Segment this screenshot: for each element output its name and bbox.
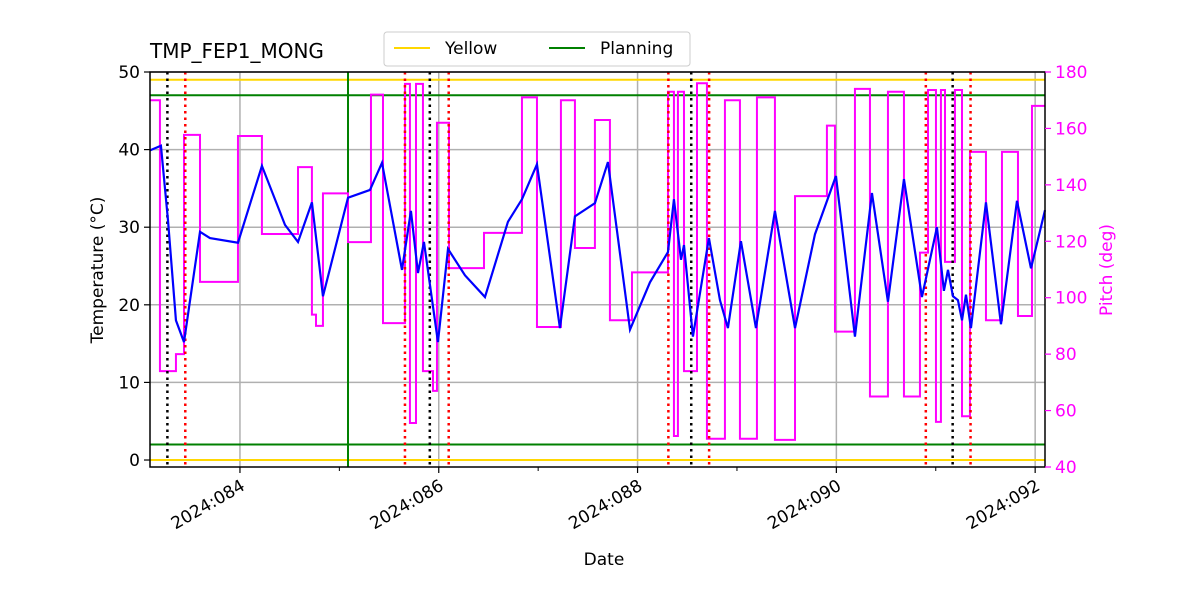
chart-title: TMP_FEP1_MONG <box>149 39 324 63</box>
x-tick-label: 2024:088 <box>566 476 647 534</box>
y2-tick-label: 100 <box>1055 289 1087 309</box>
legend-label-yellow: Yellow <box>444 39 497 59</box>
y2-tick-label: 120 <box>1055 232 1087 252</box>
y2-tick-label: 160 <box>1055 119 1087 139</box>
pitch-series-line <box>150 83 1045 440</box>
y2-tick-label: 180 <box>1055 63 1087 83</box>
y-tick-label: 30 <box>118 218 140 238</box>
x-tick-label: 2024:084 <box>168 476 249 534</box>
y-tick-label: 40 <box>118 141 140 161</box>
y2-axis-label: Pitch (deg) <box>1097 224 1117 316</box>
y2-tick-label: 60 <box>1055 402 1077 422</box>
y2-tick-label: 140 <box>1055 176 1087 196</box>
y2-tick-label: 80 <box>1055 345 1077 365</box>
y2-tick-label: 40 <box>1055 458 1077 478</box>
x-tick-label: 2024:090 <box>764 476 845 534</box>
x-axis-label: Date <box>584 550 625 570</box>
plot-frame <box>150 72 1045 467</box>
legend-label-planning: Planning <box>600 39 673 59</box>
x-tick-label: 2024:092 <box>963 476 1044 534</box>
temperature-series-line <box>150 146 1045 342</box>
y-tick-label: 20 <box>118 296 140 316</box>
legend: Yellow Planning <box>384 32 690 66</box>
y-tick-label: 10 <box>118 373 140 393</box>
y-tick-label: 50 <box>118 63 140 83</box>
y-tick-label: 0 <box>129 451 140 471</box>
y-axis-label: Temperature (°C) <box>88 197 108 345</box>
x-tick-label: 2024:086 <box>367 476 448 534</box>
